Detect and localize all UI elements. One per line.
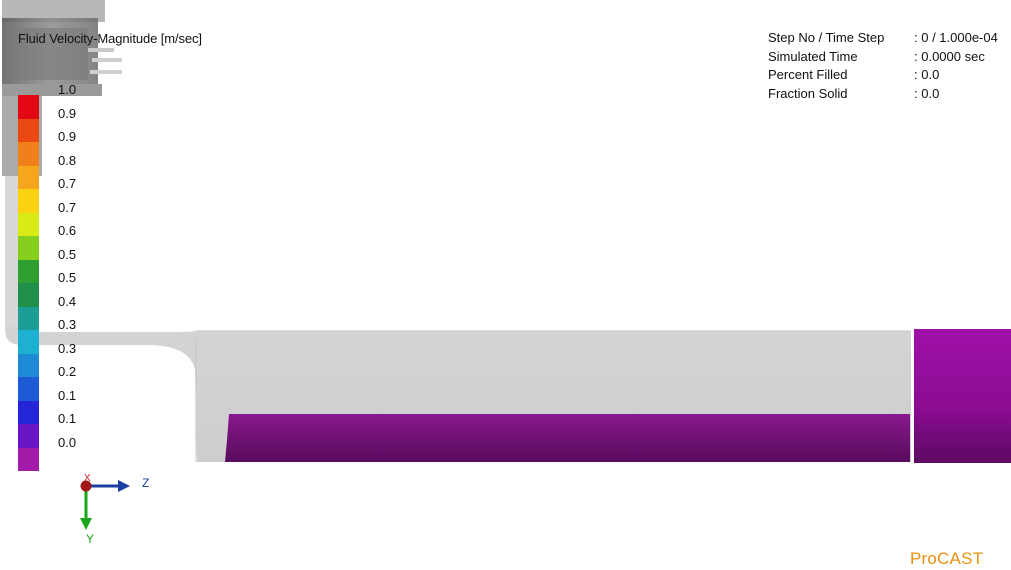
legend-swatch	[18, 377, 39, 401]
info-label: Simulated Time	[768, 48, 858, 64]
legend-value-label: 0.7	[58, 176, 77, 191]
legend-value-label: 0.9	[58, 129, 77, 144]
legend-swatch	[18, 95, 39, 119]
legend-value-label: 0.3	[58, 317, 77, 332]
axis-label-z: Z	[142, 476, 150, 490]
legend-value-label: 0.0	[58, 434, 77, 450]
simulation-info-panel: Step No / Time Step : 0 / 1.000e-04 Simula…	[768, 30, 998, 104]
legend-value-label: 0.7	[58, 199, 77, 215]
legend-swatch	[18, 400, 39, 424]
shot-chamber	[914, 329, 1011, 463]
legend-value-label: 0.4	[58, 293, 77, 309]
axis-label-x: X	[84, 473, 91, 484]
legend-value-label: 0.3	[58, 340, 77, 356]
info-row: Step No / Time Step : 0 / 1.000e-04	[768, 30, 998, 49]
legend-swatch	[18, 353, 39, 377]
procast-logo: ProCAST	[910, 549, 984, 568]
legend-swatch	[18, 212, 39, 236]
legend-value-label: 0.5	[58, 246, 77, 262]
legend-swatch	[18, 189, 39, 213]
legend-value-label: 1.0	[58, 82, 77, 97]
color-scale-labels: 1.0 0.9 0.9 0.8 0.7 0.7 0.6 0.5 0.5 0.4 0.3 0.3 0.2 0…	[58, 82, 76, 458]
melt-front	[225, 414, 910, 462]
legend-swatch	[18, 306, 39, 330]
info-row: Percent Filled : 0.0	[768, 67, 998, 86]
legend-value-label: 0.8	[58, 152, 77, 168]
legend-value-label: 0.6	[58, 223, 77, 238]
info-label: Percent Filled	[768, 67, 848, 82]
legend-value-label: 0.5	[58, 270, 77, 285]
legend-value-label: 0.2	[58, 364, 77, 379]
legend-swatch	[18, 447, 39, 471]
legend-title: Fluid Velocity-Magnitude [m/sec]	[18, 31, 202, 46]
info-label: Fraction Solid	[768, 85, 848, 101]
legend-swatch	[18, 283, 39, 307]
legend-swatch	[18, 236, 39, 260]
info-row: Fraction Solid : 0.0	[768, 86, 998, 105]
color-scale-bar	[18, 95, 39, 471]
info-row: Simulated Time : 0.0000 sec	[768, 49, 998, 68]
axis-label-y: Y	[86, 532, 95, 546]
legend-swatch	[18, 142, 39, 166]
info-value: : 0 / 1.000e-04	[914, 30, 998, 45]
info-value: : 0.0000 sec	[914, 48, 985, 64]
legend-value-label: 0.1	[58, 387, 77, 403]
info-value: : 0.0	[914, 85, 940, 101]
runner-body	[5, 176, 911, 462]
legend-swatch	[18, 259, 39, 283]
axis-triad	[80, 480, 130, 530]
legend-swatch	[18, 424, 39, 448]
legend-value-label: 0.9	[58, 105, 77, 121]
legend-swatch	[18, 165, 39, 189]
info-value: : 0.0	[914, 67, 940, 82]
legend-value-label: 0.1	[58, 411, 77, 426]
legend-swatch	[18, 118, 39, 142]
info-label: Step No / Time Step	[768, 30, 885, 45]
legend-swatch	[18, 330, 39, 354]
